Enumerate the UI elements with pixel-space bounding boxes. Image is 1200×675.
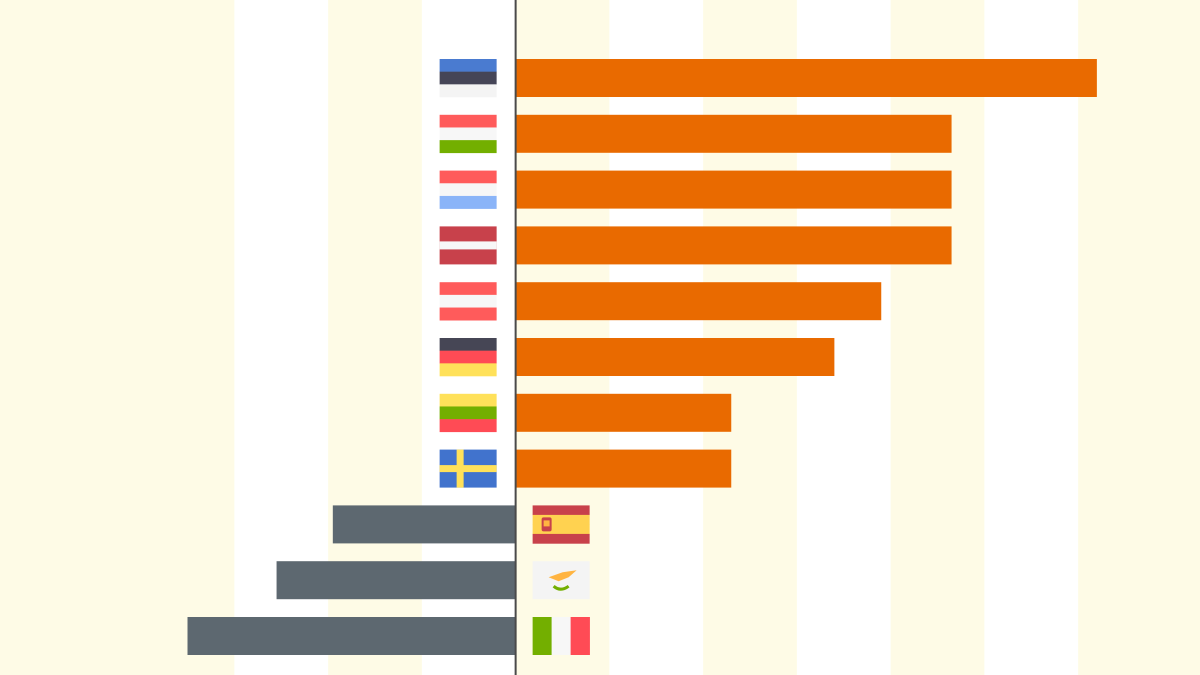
bar (515, 226, 952, 265)
flag-stripe (439, 393, 497, 407)
flag-stripe (439, 71, 497, 85)
flag (439, 170, 497, 209)
flag-stripe (439, 294, 497, 308)
bar (515, 282, 882, 321)
flag-stripe (439, 59, 497, 72)
bar (332, 505, 516, 544)
flag-branch (552, 584, 570, 591)
bar (515, 338, 835, 376)
flag (439, 449, 497, 488)
flag-stripe (439, 84, 497, 98)
flag (532, 617, 590, 655)
flag-stripe (439, 241, 497, 250)
flag-stripe (439, 338, 497, 351)
bars (187, 59, 1097, 655)
flag (439, 393, 497, 433)
flag-emblem (543, 520, 550, 527)
bar (515, 114, 952, 153)
flag-stripe (439, 170, 497, 184)
flag (439, 59, 497, 98)
flag-stripe (532, 524, 590, 535)
flag-stripe (532, 514, 590, 525)
flag-stripe (532, 505, 590, 516)
bar (187, 617, 516, 655)
flag-stripe (532, 533, 590, 544)
flag (439, 114, 497, 154)
flag-stripe (439, 114, 497, 128)
grid-band (796, 0, 891, 675)
bar (515, 449, 732, 488)
bar (276, 561, 516, 600)
flag (532, 505, 590, 544)
grid-band (609, 0, 704, 675)
flag-stripe (439, 127, 497, 141)
flag-stripe (532, 617, 552, 655)
flag-stripe (439, 363, 497, 377)
flag-stripe (439, 282, 497, 296)
flag-stripe (439, 307, 497, 321)
flag (439, 282, 497, 321)
flag-island (548, 570, 577, 582)
flag-stripe (439, 183, 497, 197)
flag-cross (439, 465, 497, 473)
flag-stripe (439, 406, 497, 420)
flag-stripe (570, 617, 590, 655)
bar (515, 59, 1097, 97)
flag-stripe (439, 419, 497, 433)
flags (439, 59, 590, 655)
flag (439, 226, 497, 265)
flag (532, 561, 590, 600)
bar (515, 170, 952, 209)
flag-stripe (439, 350, 497, 364)
flag-stripe (439, 140, 497, 154)
flag-stripe (551, 617, 571, 655)
bar (515, 393, 732, 432)
grid-band (984, 0, 1079, 675)
flag (439, 338, 497, 377)
flag-stripe (439, 195, 497, 209)
